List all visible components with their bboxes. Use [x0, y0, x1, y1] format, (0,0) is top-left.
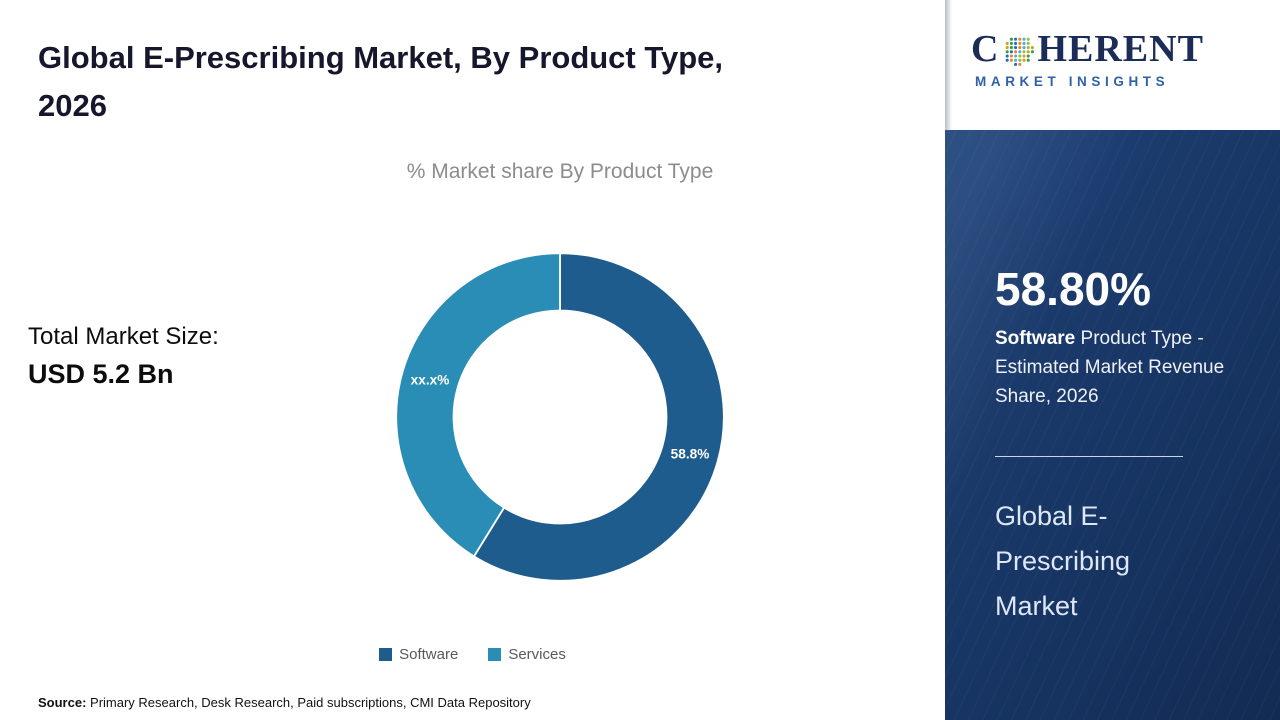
stat-value: 58.80% [995, 263, 1152, 315]
market-name: Global E-Prescribing Market [995, 501, 1131, 621]
slice-label-services: xx.x% [411, 373, 450, 388]
donut-svg: 58.8% xx.x% [395, 252, 725, 582]
donut-chart: 58.8% xx.x% [378, 235, 742, 599]
logo-box: C HERENT MARKET INSIGHTS [945, 0, 1280, 130]
stat-description-rest: Product Type - Estimated Market Revenue … [995, 328, 1225, 407]
page-title: Global E-Prescribing Market, By Product … [38, 34, 898, 130]
logo-letters-rest: HERENT [1037, 28, 1204, 70]
donut-slice-services [395, 252, 561, 558]
source-label: Source: [38, 695, 87, 710]
stat-description-bold: Software [995, 328, 1076, 349]
legend-item-services: Services [488, 646, 566, 663]
main-panel: Global E-Prescribing Market, By Product … [0, 34, 945, 710]
donut-slice-software [472, 252, 725, 582]
legend-label: Services [508, 646, 566, 663]
page-title-line2: 2026 [38, 88, 107, 124]
sidebar: C HERENT MARKET INSIGHTS 58.80% Software… [945, 0, 1280, 720]
logo-subtitle: MARKET INSIGHTS [975, 74, 1170, 89]
source-line: Source: Primary Research, Desk Research,… [38, 695, 531, 710]
globe-dots-icon [1006, 37, 1035, 66]
chart-subtitle: % Market share By Product Type [406, 160, 714, 183]
legend-item-software: Software [379, 646, 458, 663]
sidebar-divider [995, 456, 1183, 457]
logo-letter-c: C [971, 28, 1000, 70]
chart-legend: Software Services [0, 646, 945, 663]
source-text: Primary Research, Desk Research, Paid su… [86, 695, 531, 710]
stat-description: Software Product Type - Estimated Market… [995, 324, 1233, 411]
slice-label-software: 58.8% [671, 446, 710, 461]
total-market-size: Total Market Size: USD 5.2 Bn [28, 323, 219, 390]
legend-swatch-software [379, 648, 393, 661]
total-market-size-value: USD 5.2 Bn [28, 359, 174, 389]
legend-swatch-services [488, 648, 502, 661]
total-market-size-label: Total Market Size: [28, 323, 219, 350]
logo: C HERENT [945, 0, 1280, 68]
legend-label: Software [399, 646, 459, 663]
page-title-line1: Global E-Prescribing Market, By Product … [38, 40, 724, 75]
